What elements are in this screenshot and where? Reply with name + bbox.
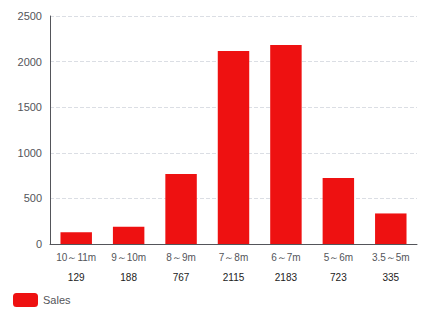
svg-text:2183: 2183 [275,272,298,283]
svg-text:5～6m: 5～6m [324,252,353,263]
svg-text:500: 500 [24,192,42,204]
svg-text:129: 129 [68,272,85,283]
svg-text:Sales: Sales [43,294,71,306]
svg-text:2000: 2000 [18,56,42,68]
svg-text:0: 0 [36,238,42,250]
svg-text:7～8m: 7～8m [219,252,248,263]
svg-text:10～11m: 10～11m [56,252,96,263]
svg-text:6～7m: 6～7m [271,252,300,263]
svg-text:1500: 1500 [18,101,42,113]
svg-text:9～10m: 9～10m [111,252,146,263]
svg-text:1000: 1000 [18,147,42,159]
svg-text:2500: 2500 [18,10,42,22]
svg-text:335: 335 [382,272,399,283]
svg-text:2115: 2115 [223,272,245,283]
svg-text:3.5～5m: 3.5～5m [372,252,410,263]
svg-text:8～9m: 8～9m [166,252,195,263]
svg-text:188: 188 [120,272,137,283]
svg-text:723: 723 [330,272,347,283]
svg-text:767: 767 [173,272,190,283]
